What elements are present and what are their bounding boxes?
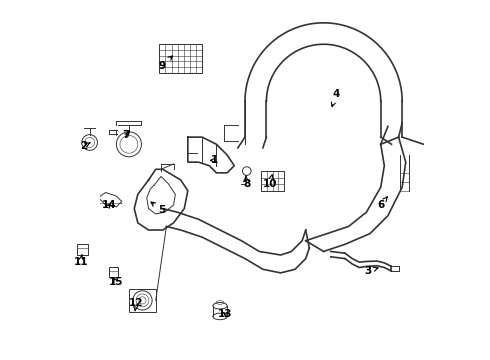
Bar [159, 44, 202, 73]
Bar [261, 171, 284, 191]
Text: 15: 15 [108, 277, 123, 287]
Text: 8: 8 [243, 176, 250, 189]
Text: 11: 11 [74, 255, 88, 267]
Text: 7: 7 [122, 130, 130, 140]
Text: 6: 6 [377, 197, 387, 210]
Bar [129, 289, 156, 312]
Text: 10: 10 [263, 175, 277, 189]
Bar [77, 244, 88, 255]
Text: 2: 2 [80, 141, 90, 151]
Text: 3: 3 [365, 266, 378, 276]
Text: 4: 4 [331, 89, 340, 107]
Text: 1: 1 [211, 156, 218, 165]
Text: 14: 14 [102, 200, 117, 210]
Text: 12: 12 [129, 298, 143, 311]
Text: 13: 13 [218, 309, 233, 319]
Text: 5: 5 [151, 202, 166, 215]
Bar [109, 267, 118, 277]
Text: 9: 9 [159, 56, 172, 71]
